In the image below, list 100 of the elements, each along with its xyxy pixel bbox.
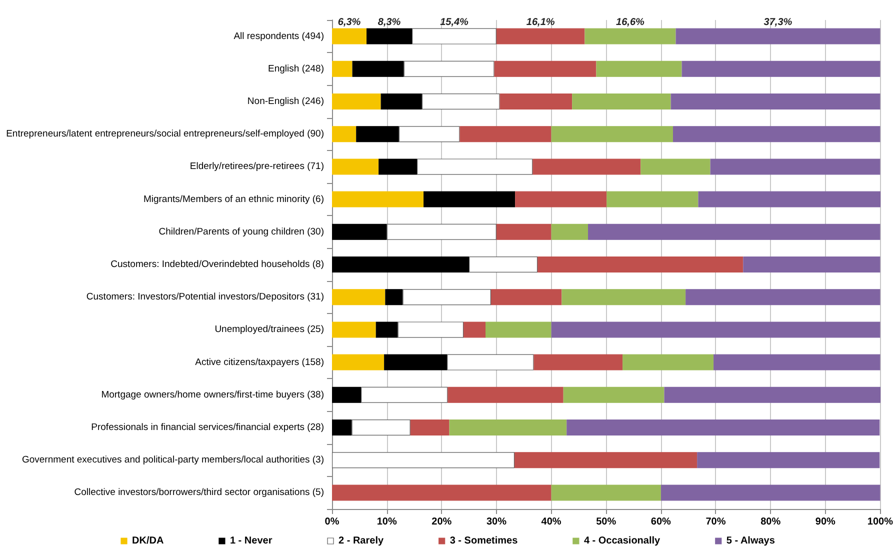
- y-tick-label: Entrepreneurs/latent entrepreneurs/social entrepreneurs/self-employed (90): [6, 128, 324, 140]
- bar: [332, 256, 470, 272]
- bar: [398, 322, 464, 338]
- bar: [422, 94, 500, 110]
- bar: [563, 386, 664, 403]
- bar: [449, 420, 567, 436]
- bar: [682, 60, 880, 77]
- bar: [566, 420, 880, 436]
- y-tick-label: Migrants/Members of an ethnic minority (6): [143, 194, 324, 205]
- y-tick-label: All respondents (494): [234, 30, 324, 42]
- bar: [464, 322, 486, 338]
- bar: [588, 224, 880, 240]
- bar: [376, 322, 398, 338]
- legend-label: 5 - Always: [726, 536, 776, 546]
- bar: [366, 28, 412, 44]
- bar: [447, 354, 534, 370]
- bar: [460, 126, 552, 142]
- bar: [490, 289, 562, 306]
- bar: [697, 452, 880, 468]
- y-tick-label: Elderly/retirees/pre-retirees (71): [190, 161, 324, 172]
- bar: [551, 484, 661, 501]
- bar: [332, 420, 352, 436]
- bar: [332, 60, 352, 77]
- bar: [332, 452, 515, 468]
- bar: [515, 191, 607, 208]
- bar: [551, 322, 880, 338]
- x-tick-label: 40%: [541, 516, 562, 528]
- bar: [584, 28, 676, 44]
- legend-label: 1 - Never: [230, 536, 272, 546]
- bar: [412, 28, 496, 44]
- bar: [698, 191, 881, 208]
- bar: [676, 28, 880, 44]
- bar: [356, 126, 399, 142]
- bar: [416, 158, 533, 175]
- x-tick-label: 80%: [760, 516, 781, 528]
- bar: [710, 158, 880, 175]
- y-tick-label: Customers: Investors/Potential investors/Depositors (31): [86, 292, 324, 303]
- bar: [332, 158, 379, 175]
- bar: [538, 256, 744, 272]
- bar: [448, 386, 564, 403]
- bar: [469, 256, 538, 272]
- bar: [332, 289, 386, 306]
- bar: [332, 126, 356, 142]
- y-tick-label: Mortgage owners/home owners/first-time buyers (38): [101, 389, 324, 400]
- x-tick-label: 70%: [706, 516, 726, 528]
- bar: [532, 158, 641, 175]
- bar: [410, 420, 450, 436]
- bar: [385, 289, 403, 306]
- x-tick-label: 60%: [650, 516, 672, 528]
- bar: [686, 289, 880, 306]
- x-tick-label: 30%: [486, 516, 507, 528]
- bar: [486, 322, 552, 338]
- y-tick-label: English (248): [268, 63, 324, 74]
- data-label: 6,3%: [338, 16, 361, 28]
- y-tick-label: Collective investors/borrowers/third sector organisations (5): [74, 487, 324, 498]
- bar: [551, 126, 673, 142]
- bar: [494, 60, 596, 77]
- bar: [534, 354, 623, 370]
- legend-label: DK/DA: [132, 536, 164, 546]
- bar: [386, 224, 496, 240]
- bar: [352, 60, 404, 77]
- bar: [670, 94, 880, 110]
- bar: [380, 94, 422, 110]
- bar: [596, 60, 682, 77]
- bar: [496, 28, 585, 44]
- bar: [572, 94, 671, 110]
- legend-label: 4 - Occasionally: [584, 536, 661, 546]
- bar: [664, 386, 881, 403]
- bar: [332, 322, 376, 338]
- bar: [743, 256, 880, 272]
- bar: [378, 158, 417, 175]
- legend-label: 2 - Rarely: [338, 536, 384, 546]
- bar: [384, 354, 448, 370]
- x-tick-label: 100%: [867, 516, 894, 528]
- bar: [398, 126, 460, 142]
- bar: [640, 158, 710, 175]
- bar: [332, 484, 552, 501]
- bar: [714, 354, 880, 370]
- bar: [551, 224, 588, 240]
- bar: [500, 94, 572, 110]
- y-tick-label: Professionals in financial services/financial experts (28): [91, 422, 324, 433]
- bar: [496, 224, 552, 240]
- bar: [332, 191, 424, 208]
- x-tick-label: 90%: [815, 516, 836, 528]
- bar: [424, 191, 516, 208]
- y-tick-label: Active citizens/taxpayers (158): [195, 356, 324, 368]
- data-label: 37,3%: [764, 16, 792, 28]
- x-tick-label: 10%: [376, 516, 397, 528]
- bar: [672, 126, 880, 142]
- x-tick-label: 50%: [596, 516, 616, 528]
- bar: [402, 289, 491, 306]
- data-label: 8,3%: [378, 16, 401, 28]
- bar: [404, 60, 494, 77]
- x-tick-label: 0%: [324, 516, 340, 528]
- y-tick-label: Children/Parents of young children (30): [158, 226, 324, 238]
- y-tick-label: Government executives and political-party members/local authorities (3): [22, 454, 324, 466]
- y-tick-label: Customers: Indebted/Overindebted households (8): [110, 259, 324, 270]
- y-tick-label: Non-English (246): [247, 96, 324, 107]
- bar: [361, 386, 448, 403]
- bar: [606, 191, 698, 208]
